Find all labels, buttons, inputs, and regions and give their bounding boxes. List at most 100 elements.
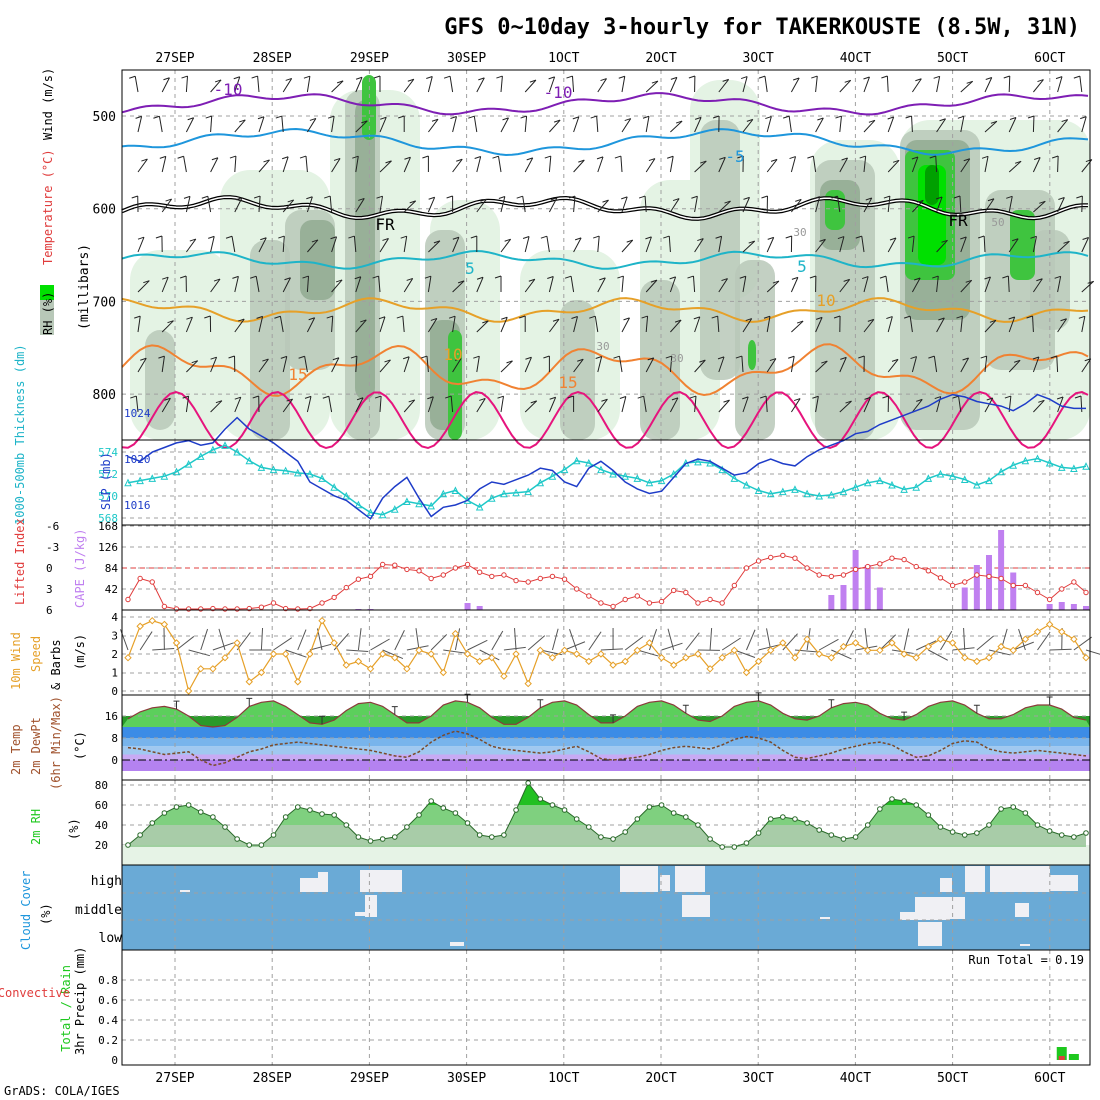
wind-barb <box>379 160 392 173</box>
lifted-point <box>464 561 471 568</box>
wind-barb-flag <box>544 155 551 159</box>
rh-point <box>234 836 240 842</box>
lifted-point <box>1010 582 1016 589</box>
wind-barb-flag <box>867 318 875 322</box>
wind-speed-line <box>127 619 1087 693</box>
wind-barb-flag <box>841 157 848 161</box>
lifted-point <box>792 555 798 561</box>
wind-tick: 1 <box>111 667 118 680</box>
wind-barb-flag <box>335 279 343 283</box>
wind-barb-flag <box>187 117 194 121</box>
wind-barb <box>909 316 913 333</box>
wind-barb-flag <box>1061 119 1068 123</box>
wind-barb-flag <box>1082 237 1089 240</box>
wind-barb-flag <box>309 117 317 121</box>
wind-barb-10m <box>260 628 264 651</box>
wind-barb <box>185 396 190 413</box>
cloud-low-block <box>450 942 464 946</box>
rh-point <box>428 798 434 804</box>
wind-barb <box>742 240 756 253</box>
cape-bar <box>961 587 968 610</box>
wind-barb-flag <box>205 115 212 119</box>
wind-speed-point <box>767 646 775 655</box>
wind-barb-flag <box>191 360 198 364</box>
wind-barb <box>668 236 671 253</box>
wind-barb-10m <box>928 649 949 661</box>
wind-barb-flag <box>287 199 294 203</box>
wind-barb-10m <box>382 649 404 660</box>
cloud-blocks <box>180 866 1078 946</box>
wind-barb-flag <box>721 278 728 282</box>
thickness-point <box>233 447 241 456</box>
thickness-point <box>779 487 787 496</box>
rh-legend-label: RH (%) <box>41 292 55 335</box>
wind-panel-frame <box>121 609 1091 696</box>
wind-speed-point <box>779 639 787 647</box>
wind-barb <box>1032 236 1037 253</box>
rh-point <box>294 804 301 810</box>
wind-barb <box>790 277 799 293</box>
wind-barb-flag <box>358 197 365 201</box>
wind-barb-flag <box>691 195 698 199</box>
wind-barb <box>839 279 851 293</box>
wind-barb-flag <box>962 357 969 361</box>
wind-barb-flag <box>408 399 415 403</box>
wind-barb <box>911 156 919 173</box>
wind-barb-flag <box>671 397 679 401</box>
wind-barb <box>839 157 848 173</box>
precip-total-bar <box>1056 1047 1067 1060</box>
wind-barb-flag <box>164 397 171 401</box>
wind-speed-point <box>803 635 811 643</box>
thickness-point <box>1045 458 1054 467</box>
wind-barb-flag <box>746 118 754 122</box>
wind-barb-flag <box>858 355 865 359</box>
wind-speed-point <box>148 616 156 625</box>
wind-barb <box>718 356 725 373</box>
wind-barb-flag <box>153 115 160 119</box>
rh-point <box>149 820 156 826</box>
wind-barb <box>548 276 554 293</box>
cloud-mid-block <box>915 897 965 919</box>
wind-barb <box>863 76 870 93</box>
wind-barb-flag <box>373 75 381 79</box>
isotherm-10 <box>121 297 1089 323</box>
wind-barb <box>210 278 221 293</box>
thickness-point <box>924 474 933 482</box>
wind-speed-point <box>403 665 411 673</box>
wind-barb <box>1057 197 1065 213</box>
thickness-point <box>948 472 957 480</box>
rh-mid-region <box>560 300 595 440</box>
wind-barb-10m <box>661 642 683 651</box>
wind-barb-flag <box>476 276 484 280</box>
rh-point <box>537 796 544 802</box>
wind-barb-flag <box>183 195 191 199</box>
rh-mid-region <box>700 120 740 380</box>
thickness-point <box>960 475 969 483</box>
wind-barb-flag <box>981 155 989 159</box>
wind-barb-flag <box>454 357 462 361</box>
wind-barb <box>1057 155 1059 173</box>
date-label-top: 1OCT <box>548 51 579 66</box>
wind-barb-flag <box>809 275 817 279</box>
wind-barb <box>1057 276 1062 293</box>
lifted-point <box>1083 589 1089 596</box>
wind-barb-flag <box>130 395 137 399</box>
wind-barb <box>282 236 285 253</box>
thickness-point <box>803 489 811 498</box>
rh-point <box>173 804 180 810</box>
wind-barb <box>1057 76 1063 93</box>
wind-speed-point <box>1021 635 1030 643</box>
wind-barb <box>959 195 962 213</box>
wind-barb-flag <box>638 195 646 199</box>
lifted-point <box>476 569 483 575</box>
rh-point <box>622 829 628 835</box>
upper-air-panel: -10 -10 -5 5 5 10 15 15 FR FR 30 30 10 30 50 500 600 700… <box>40 68 1095 450</box>
wind-barb-flag <box>422 155 429 159</box>
wind-barb-flag <box>577 358 584 362</box>
wind-barb <box>790 356 795 373</box>
wind-barb-flag <box>526 157 533 161</box>
wind-barb <box>839 400 852 413</box>
wind-barb-flag <box>748 240 755 244</box>
thickness-point <box>318 474 326 482</box>
thickness-point <box>184 459 193 468</box>
